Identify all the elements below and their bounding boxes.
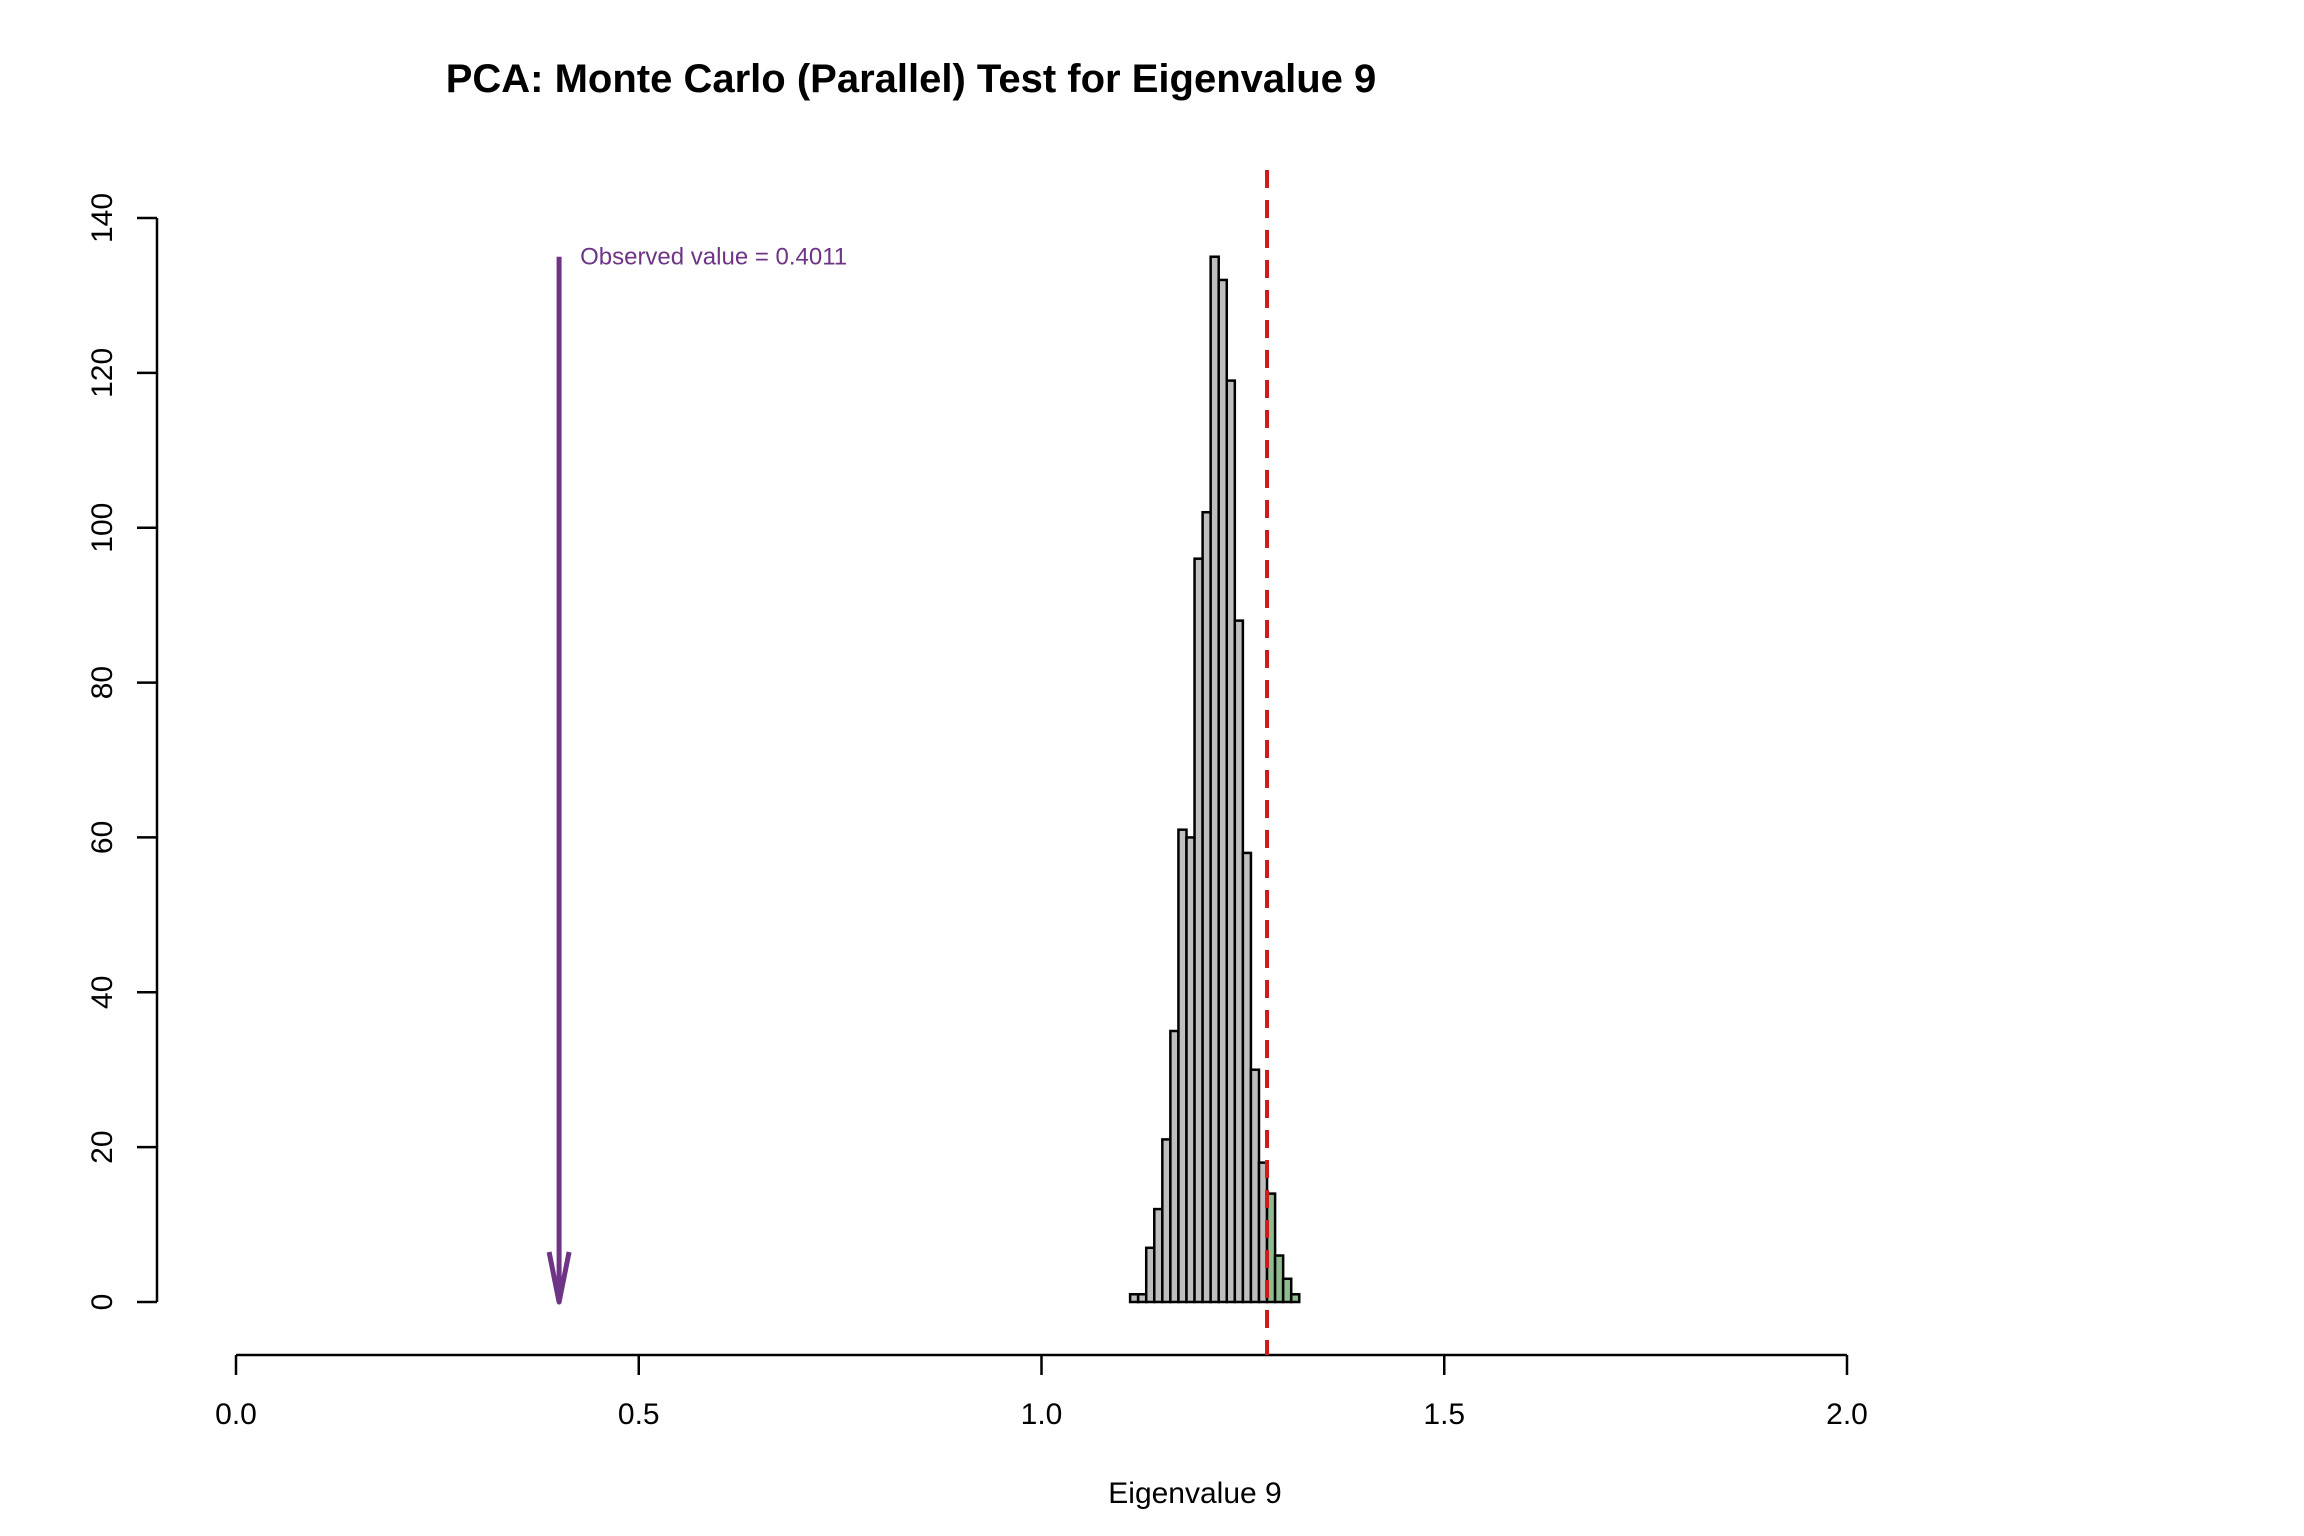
- y-tick-label: 40: [86, 976, 119, 1009]
- histogram-bar: [1289, 1293, 1301, 1304]
- y-axis: 0 20 40 60 80 100 120 140: [86, 193, 159, 1311]
- y-tick-label: 80: [86, 666, 119, 699]
- observed-value-marker: Observed value = 0.4011: [546, 244, 847, 1305]
- observed-value-label: Observed value = 0.4011: [580, 244, 847, 271]
- x-tick-label: 0.5: [618, 1398, 660, 1431]
- y-tick-label: 20: [86, 1130, 119, 1163]
- histogram-bar: [1281, 1277, 1293, 1304]
- x-tick-label: 1.0: [1021, 1398, 1063, 1431]
- y-tick-label: 100: [86, 503, 119, 553]
- x-tick-label: 1.5: [1423, 1398, 1465, 1431]
- x-tick-label: 2.0: [1826, 1398, 1868, 1431]
- histogram-bar: [1265, 1192, 1277, 1304]
- observed-arrow-head: [546, 1251, 572, 1305]
- x-axis: 0.0 0.5 1.0 1.5 2.0: [215, 1353, 1868, 1431]
- y-tick-label: 120: [86, 348, 119, 398]
- histogram-bars: [1128, 255, 1301, 1304]
- x-tick-label: 0.0: [215, 1398, 257, 1431]
- y-tick-label: 0: [86, 1294, 119, 1311]
- y-tick-label: 140: [86, 193, 119, 243]
- y-tick-label: 60: [86, 821, 119, 854]
- chart-title: PCA: Monte Carlo (Parallel) Test for Eig…: [446, 57, 1377, 101]
- x-axis-label: Eigenvalue 9: [1108, 1477, 1281, 1510]
